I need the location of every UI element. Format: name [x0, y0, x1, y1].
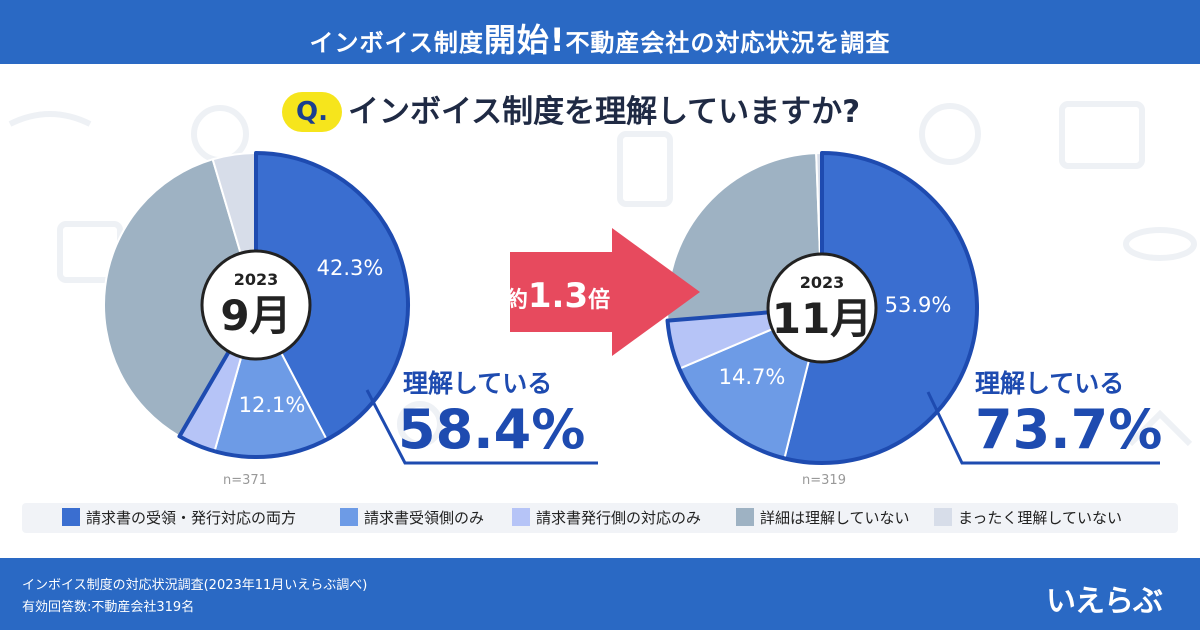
legend-item-receive: 請求書受領側のみ — [340, 503, 484, 533]
legend-label: 詳細は理解していない — [760, 509, 910, 527]
legend-item-none: まったく理解していない — [934, 503, 1122, 533]
understand-outline — [177, 151, 410, 459]
data-label: 14.7% — [719, 365, 786, 389]
highlight-value: 73.7% — [975, 398, 1162, 461]
legend-item-both: 請求書の受領・発行対応の両方 — [62, 503, 296, 533]
highlight-value: 58.4% — [398, 398, 585, 461]
callout-line — [365, 389, 598, 465]
footer-survey: インボイス制度の対応状況調査(2023年11月いえらぶ調べ) — [22, 578, 368, 593]
sample-size: n=319 — [802, 473, 846, 488]
arrow-prefix: 約 — [506, 287, 528, 313]
legend-label: 請求書受領側のみ — [364, 509, 485, 527]
handshake-icon — [8, 111, 92, 127]
header-title-part2: 不動産会社の対応状況を調査 — [565, 29, 891, 57]
center-month: 9月 — [220, 291, 291, 340]
header-bar: インボイス制度開始!不動産会社の対応状況を調査 — [0, 0, 1200, 64]
arrow-label: 約1.3倍 — [506, 276, 610, 316]
sample-size: n=371 — [223, 473, 267, 488]
highlight-label: 理解している — [403, 369, 552, 398]
arrow-suffix: 倍 — [588, 287, 610, 313]
brand-logo: いえらぶ — [1046, 584, 1163, 619]
background-decoration — [8, 101, 1197, 447]
arrow-value: 1.3 — [528, 276, 588, 316]
legend-swatch — [62, 508, 80, 526]
footer: インボイス制度の対応状況調査(2023年11月いえらぶ調べ) 有効回答数:不動産… — [0, 558, 1200, 630]
legend-label: 請求書の受領・発行対応の両方 — [86, 509, 297, 527]
comparison-arrow: 約1.3倍 — [506, 228, 700, 356]
legend-swatch — [340, 508, 358, 526]
question-badge: Q. — [282, 92, 342, 132]
pie-center — [200, 249, 312, 361]
data-label: 53.9% — [885, 293, 952, 317]
understand-outline — [665, 151, 979, 465]
highlight-label: 理解している — [975, 369, 1124, 398]
gear-icon — [397, 401, 443, 447]
header-title: インボイス制度開始!不動産会社の対応状況を調査 — [0, 15, 1200, 61]
question-text: インボイス制度を理解していますか? — [348, 94, 861, 130]
footer-respondents: 有効回答数:不動産会社319名 — [22, 600, 195, 615]
center-year: 2023 — [234, 270, 279, 289]
legend-swatch — [736, 508, 754, 526]
header-title-emphasis: 開始! — [483, 21, 566, 59]
center-month: 11月 — [772, 294, 872, 343]
legend-swatch — [934, 508, 952, 526]
legend-label: 請求書発行側の対応のみ — [536, 509, 702, 527]
center-year: 2023 — [800, 273, 845, 292]
globe-icon — [919, 103, 981, 165]
legend: 請求書の受領・発行対応の両方 請求書受領側のみ 請求書発行側の対応のみ 詳細は理… — [22, 503, 1178, 533]
calendar-icon — [1059, 101, 1145, 169]
legend-swatch — [512, 508, 530, 526]
arrow-shape — [510, 228, 700, 356]
pie-center — [766, 252, 878, 364]
data-label: 42.3% — [317, 256, 384, 280]
legend-label: まったく理解していない — [958, 509, 1122, 527]
header-title-part1: インボイス制度 — [309, 29, 484, 57]
data-label: 12.1% — [239, 393, 306, 417]
database-icon — [1123, 227, 1197, 261]
phone-icon — [617, 131, 673, 207]
house-icon — [1127, 409, 1193, 447]
callout-line — [926, 391, 1160, 465]
legend-item-partial: 詳細は理解していない — [736, 503, 910, 533]
legend-item-issue: 請求書発行側の対応のみ — [512, 503, 701, 533]
